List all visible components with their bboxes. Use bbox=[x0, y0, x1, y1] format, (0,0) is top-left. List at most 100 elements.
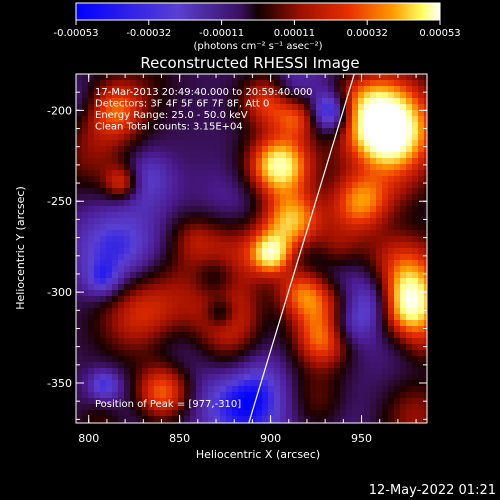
heatmap-cell bbox=[346, 272, 353, 279]
heatmap-cell bbox=[172, 212, 179, 219]
heatmap-cell bbox=[232, 398, 239, 405]
heatmap-cell bbox=[244, 296, 251, 303]
heatmap-cell bbox=[226, 116, 233, 123]
heatmap-cell bbox=[388, 338, 395, 345]
heatmap-cell bbox=[388, 374, 395, 381]
heatmap-cell bbox=[160, 356, 167, 363]
heatmap-cell bbox=[106, 212, 113, 219]
heatmap-cell bbox=[82, 338, 89, 345]
heatmap-cell bbox=[226, 398, 233, 405]
heatmap-cell bbox=[352, 116, 359, 123]
heatmap-cell bbox=[214, 140, 221, 147]
heatmap-cell bbox=[424, 320, 427, 327]
heatmap-cell bbox=[106, 188, 113, 195]
heatmap-cell bbox=[256, 350, 263, 357]
heatmap-cell bbox=[100, 374, 107, 381]
heatmap-cell bbox=[328, 134, 335, 141]
heatmap-cell bbox=[382, 152, 389, 159]
heatmap-cell bbox=[172, 224, 179, 231]
heatmap-cell bbox=[238, 224, 245, 231]
heatmap-cell bbox=[124, 98, 131, 105]
heatmap-cell bbox=[262, 158, 269, 165]
heatmap-cell bbox=[376, 164, 383, 171]
heatmap-cell bbox=[148, 398, 155, 405]
heatmap-cell bbox=[418, 104, 425, 111]
heatmap-cell bbox=[280, 416, 287, 423]
heatmap-cell bbox=[208, 110, 215, 117]
heatmap-cell bbox=[220, 266, 227, 273]
heatmap-cell bbox=[394, 92, 401, 99]
heatmap-cell bbox=[124, 398, 131, 405]
heatmap-cell bbox=[166, 284, 173, 291]
heatmap-cell bbox=[304, 206, 311, 213]
heatmap-cell bbox=[112, 392, 119, 399]
heatmap-cell bbox=[268, 86, 275, 93]
heatmap-cell bbox=[202, 392, 209, 399]
heatmap-cell bbox=[322, 158, 329, 165]
heatmap-cell bbox=[286, 320, 293, 327]
heatmap-cell bbox=[154, 212, 161, 219]
heatmap-cell bbox=[82, 200, 89, 207]
heatmap-cell bbox=[178, 242, 185, 249]
heatmap-cell bbox=[274, 194, 281, 201]
heatmap-cell bbox=[340, 410, 347, 417]
heatmap-cell bbox=[94, 296, 101, 303]
heatmap-cell bbox=[424, 104, 427, 111]
heatmap-cell bbox=[316, 110, 323, 117]
heatmap-cell bbox=[310, 128, 317, 135]
heatmap-cell bbox=[412, 92, 419, 99]
heatmap-cell bbox=[400, 290, 407, 297]
heatmap-cell bbox=[340, 176, 347, 183]
heatmap-cell bbox=[358, 110, 365, 117]
heatmap-cell bbox=[238, 320, 245, 327]
heatmap-cell bbox=[298, 254, 305, 261]
heatmap-cell bbox=[280, 224, 287, 231]
heatmap-cell bbox=[346, 188, 353, 195]
heatmap-cell bbox=[214, 284, 221, 291]
heatmap-cell bbox=[256, 134, 263, 141]
heatmap-cell bbox=[220, 182, 227, 189]
heatmap-cell bbox=[82, 380, 89, 387]
heatmap-cell bbox=[82, 248, 89, 255]
heatmap-cell bbox=[424, 110, 427, 117]
heatmap-cell bbox=[184, 410, 191, 417]
heatmap-cell bbox=[298, 182, 305, 189]
colorbar-tick-label: -0.00032 bbox=[126, 28, 171, 39]
heatmap-cell bbox=[250, 182, 257, 189]
heatmap-cell bbox=[88, 416, 95, 423]
heatmap-cell bbox=[304, 296, 311, 303]
x-axis-label: Heliocentric X (arcsec) bbox=[196, 448, 320, 461]
heatmap-cell bbox=[376, 260, 383, 267]
heatmap-cell bbox=[220, 368, 227, 375]
heatmap-cell bbox=[166, 272, 173, 279]
heatmap-cell bbox=[166, 200, 173, 207]
heatmap-cell bbox=[94, 110, 101, 117]
heatmap-cell bbox=[232, 284, 239, 291]
heatmap-cell bbox=[286, 122, 293, 129]
heatmap-cell bbox=[196, 368, 203, 375]
heatmap-cell bbox=[280, 314, 287, 321]
heatmap-cell bbox=[112, 248, 119, 255]
heatmap-cell bbox=[94, 380, 101, 387]
heatmap-cell bbox=[322, 224, 329, 231]
heatmap-cell bbox=[208, 266, 215, 273]
heatmap-cell bbox=[394, 308, 401, 315]
heatmap-cell bbox=[256, 398, 263, 405]
heatmap-cell bbox=[214, 332, 221, 339]
heatmap-cell bbox=[118, 254, 125, 261]
heatmap-cell bbox=[160, 188, 167, 195]
heatmap-cell bbox=[376, 98, 383, 105]
heatmap-cell bbox=[262, 248, 269, 255]
heatmap-cell bbox=[88, 80, 95, 87]
heatmap-cell bbox=[160, 80, 167, 87]
heatmap-cell bbox=[376, 116, 383, 123]
heatmap-cell bbox=[286, 200, 293, 207]
heatmap-cell bbox=[268, 158, 275, 165]
heatmap-cell bbox=[268, 368, 275, 375]
heatmap-cell bbox=[238, 386, 245, 393]
heatmap-cell bbox=[112, 242, 119, 249]
heatmap-cell bbox=[142, 188, 149, 195]
heatmap-cell bbox=[388, 86, 395, 93]
heatmap-cell bbox=[142, 392, 149, 399]
heatmap-cell bbox=[118, 230, 125, 237]
